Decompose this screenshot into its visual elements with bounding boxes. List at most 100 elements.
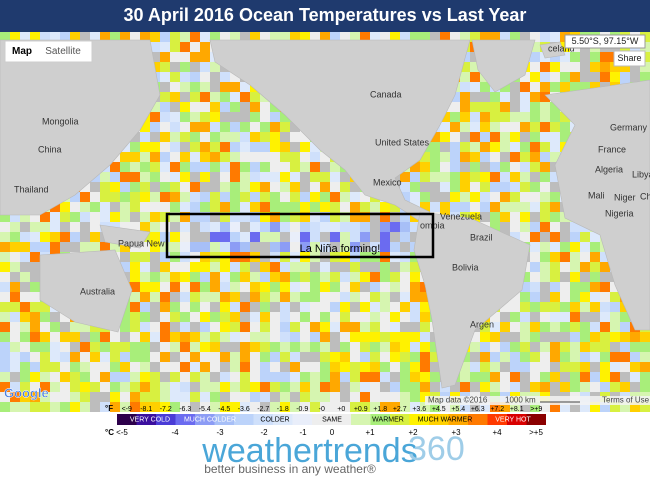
anomaly-cell <box>210 162 220 172</box>
anomaly-cell <box>60 342 70 352</box>
anomaly-cell <box>550 302 560 312</box>
anomaly-cell <box>550 202 560 212</box>
anomaly-cell <box>330 212 340 222</box>
anomaly-cell <box>200 132 210 142</box>
share-button[interactable]: Share <box>617 53 641 63</box>
anomaly-cell <box>540 382 550 392</box>
anomaly-cell <box>400 232 410 242</box>
anomaly-cell <box>450 122 460 132</box>
anomaly-cell <box>350 222 360 232</box>
anomaly-cell <box>390 382 400 392</box>
anomaly-cell <box>310 262 320 272</box>
anomaly-cell <box>620 332 630 342</box>
anomaly-cell <box>220 202 230 212</box>
anomaly-cell <box>320 302 330 312</box>
anomaly-cell <box>590 242 600 252</box>
anomaly-cell <box>450 202 460 212</box>
anomaly-cell <box>190 72 200 82</box>
anomaly-cell <box>450 142 460 152</box>
anomaly-cell <box>70 202 80 212</box>
anomaly-cell <box>210 392 220 402</box>
anomaly-cell <box>150 142 160 152</box>
anomaly-cell <box>150 382 160 392</box>
anomaly-cell <box>50 332 60 342</box>
anomaly-cell <box>150 282 160 292</box>
anomaly-cell <box>570 52 580 62</box>
anomaly-cell <box>10 222 20 232</box>
anomaly-cell <box>530 312 540 322</box>
anomaly-cell <box>430 192 440 202</box>
anomaly-cell <box>440 132 450 142</box>
anomaly-cell <box>260 362 270 372</box>
anomaly-cell <box>610 292 620 302</box>
anomaly-cell <box>470 372 480 382</box>
map-type-control[interactable] <box>4 40 93 63</box>
anomaly-cell <box>230 162 240 172</box>
anomaly-cell <box>250 282 260 292</box>
anomaly-cell <box>440 172 450 182</box>
share-button-bg[interactable] <box>613 50 646 67</box>
anomaly-cell <box>640 62 650 72</box>
anomaly-cell <box>180 152 190 162</box>
title-bar <box>0 0 650 32</box>
anomaly-cell <box>140 32 150 42</box>
anomaly-cell <box>550 72 560 82</box>
legend-swatch <box>273 414 293 425</box>
anomaly-cell <box>220 352 230 362</box>
anomaly-cell <box>530 212 540 222</box>
anomaly-cell <box>190 92 200 102</box>
anomaly-cell <box>220 92 230 102</box>
anomaly-cell <box>530 382 540 392</box>
terms[interactable]: Terms of Use <box>602 396 650 405</box>
anomaly-cell <box>330 192 340 202</box>
anomaly-cell <box>600 292 610 302</box>
anomaly-cell <box>360 262 370 272</box>
anomaly-cell <box>100 402 110 412</box>
anomaly-cell <box>510 112 520 122</box>
anomaly-cell <box>390 392 400 402</box>
anomaly-cell <box>230 232 240 242</box>
anomaly-cell <box>300 242 310 252</box>
anomaly-cell <box>370 272 380 282</box>
anomaly-cell <box>130 32 140 42</box>
anomaly-cell <box>310 202 320 212</box>
anomaly-cell <box>80 382 90 392</box>
anomaly-cell <box>310 212 320 222</box>
anomaly-cell <box>40 212 50 222</box>
anomaly-cell <box>250 112 260 122</box>
anomaly-cell <box>400 192 410 202</box>
anomaly-cell <box>550 382 560 392</box>
map-button[interactable]: Map <box>12 46 32 57</box>
c-label: +2 <box>408 428 418 437</box>
anomaly-cell <box>500 372 510 382</box>
anomaly-cell <box>240 112 250 122</box>
anomaly-cell <box>100 212 110 222</box>
anomaly-cell <box>530 402 540 412</box>
anomaly-cell <box>530 342 540 352</box>
anomaly-cell <box>530 242 540 252</box>
place-label: Libya <box>632 169 650 179</box>
anomaly-cell <box>70 382 80 392</box>
anomaly-cell <box>30 242 40 252</box>
anomaly-cell <box>180 282 190 292</box>
anomaly-cell <box>490 402 500 412</box>
anomaly-cell <box>280 312 290 322</box>
anomaly-cell <box>0 312 10 322</box>
anomaly-cell <box>310 302 320 312</box>
legend-swatch <box>214 414 234 425</box>
anomaly-cell <box>420 372 430 382</box>
anomaly-cell <box>390 272 400 282</box>
satellite-button[interactable]: Satellite <box>45 46 81 57</box>
anomaly-cell <box>240 222 250 232</box>
anomaly-cell <box>510 192 520 202</box>
anomaly-cell <box>260 322 270 332</box>
anomaly-cell <box>390 322 400 332</box>
anomaly-cell <box>470 132 480 142</box>
anomaly-cell <box>510 312 520 322</box>
anomaly-cell <box>510 182 520 192</box>
anomaly-cell <box>100 352 110 362</box>
anomaly-cell <box>160 252 170 262</box>
anomaly-cell <box>500 302 510 312</box>
f-label: +8.1 <box>510 406 524 413</box>
anomaly-cell <box>20 252 30 262</box>
